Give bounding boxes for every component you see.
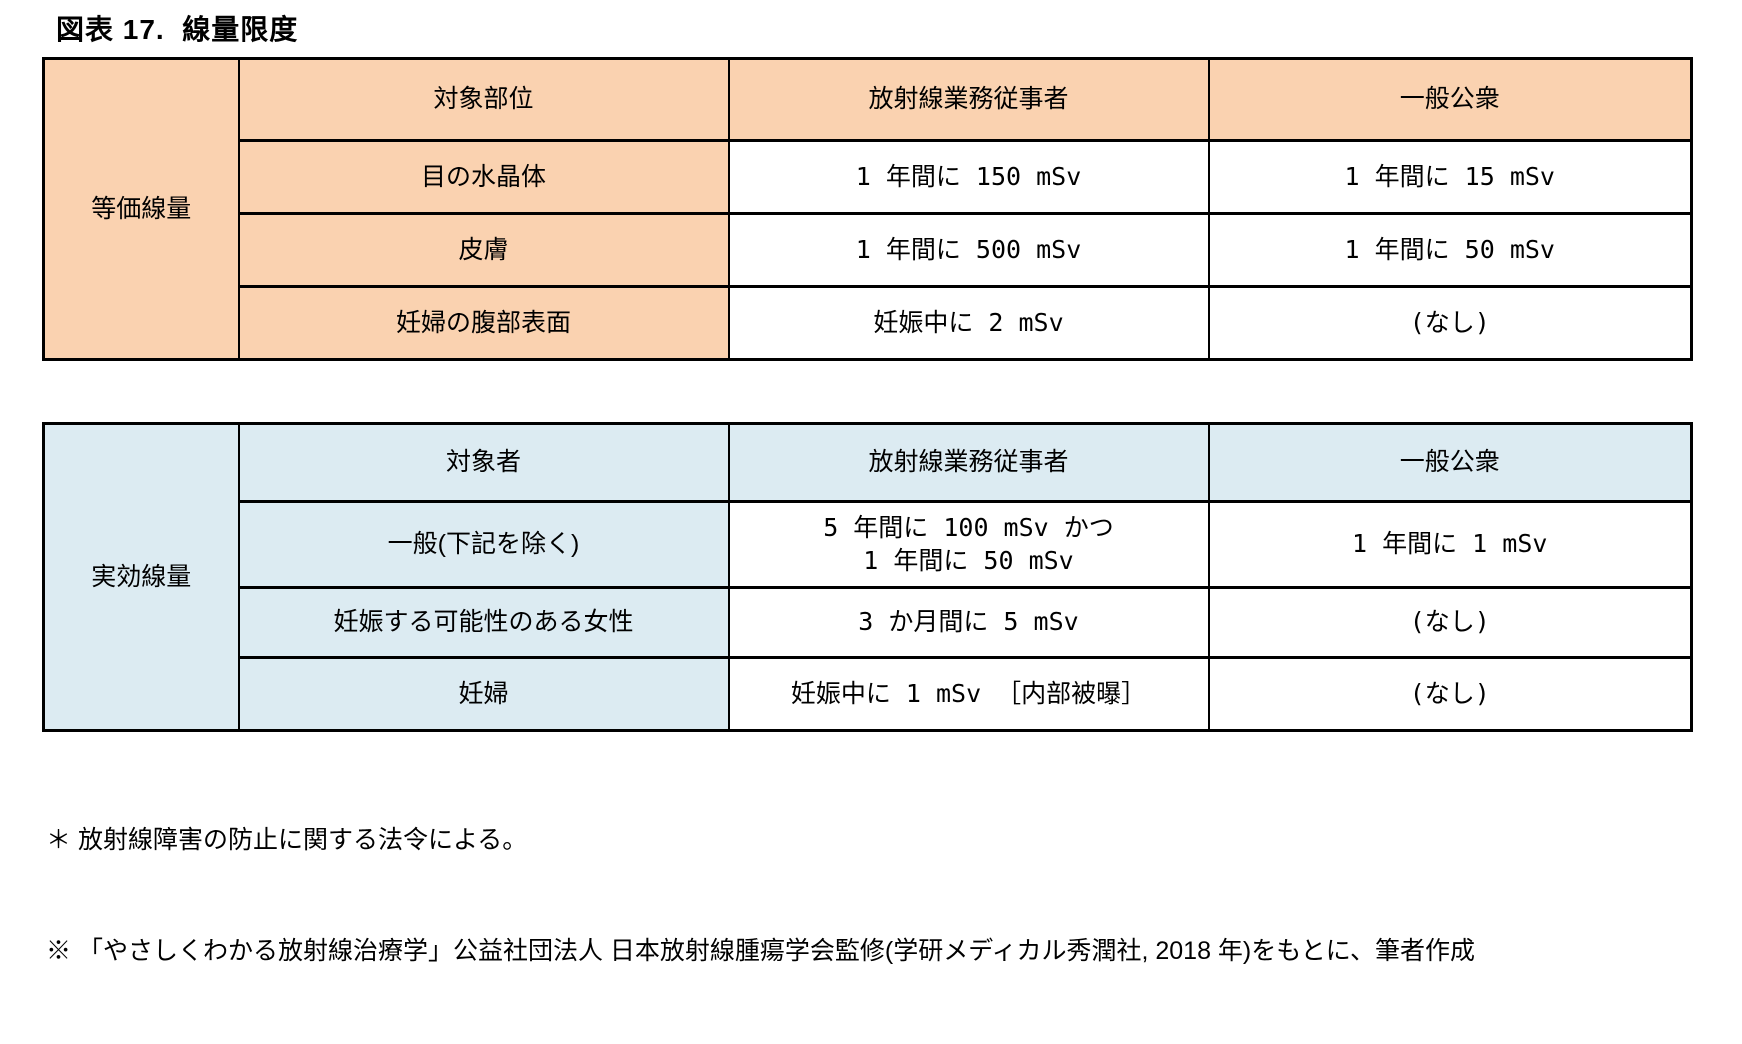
figure-title: 図表 17. 線量限度 (56, 14, 299, 45)
worker-value-cell: 1 年間に 500 mSv (727, 212, 1210, 288)
public-value-cell: 1 年間に 15 mSv (1207, 139, 1693, 215)
public-value-cell: (なし) (1207, 285, 1693, 361)
worker-value-cell: 妊娠中に 2 mSv (727, 285, 1210, 361)
row-label-cell: 皮膚 (237, 212, 730, 288)
document-page: 図表 17. 線量限度 等価線量 対象部位 放射線業務従事者 一般公衆 目の水晶… (42, 14, 1693, 965)
table-row-general: 一般(下記を除く) 5 年間に 100 mSv かつ 1 年間に 50 mSv … (44, 500, 1693, 589)
table-row-women-of-childbearing: 妊娠する可能性のある女性 3 か月間に 5 mSv (なし) (44, 586, 1693, 659)
footnote-source: ※ 「やさしくわかる放射線治療学」公益社団法人 日本放射線腫瘍学会監修(学研メデ… (46, 937, 1475, 965)
effective-dose-header-row: 実効線量 対象者 放射線業務従事者 一般公衆 (42, 422, 1693, 732)
column-header-general-public: 一般公衆 (1207, 57, 1693, 142)
footnote-law: ＊ 放射線障害の防止に関する法令による。 (46, 826, 528, 854)
footnotes: ＊ 放射線障害の防止に関する法令による。 ※ 「やさしくわかる放射線治療学」公益… (46, 748, 1475, 1044)
row-label-cell: 一般(下記を除く) (237, 500, 730, 589)
column-header-radiation-worker: 放射線業務従事者 (727, 57, 1210, 142)
worker-value-cell: 3 か月間に 5 mSv (727, 586, 1210, 659)
table-row-pregnant-women: 妊婦 妊娠中に 1 mSv ［内部被曝］ (なし) (44, 656, 1693, 732)
effective-dose-group-label: 実効線量 (91, 562, 192, 591)
worker-value-cell: 1 年間に 150 mSv (727, 139, 1210, 215)
column-header-target-person: 対象者 (237, 422, 730, 503)
public-value-cell: 1 年間に 1 mSv (1207, 500, 1693, 589)
public-value-cell: (なし) (1207, 586, 1693, 659)
row-label-cell: 妊婦の腹部表面 (237, 285, 730, 361)
row-label-cell: 妊婦 (237, 656, 730, 732)
equivalent-dose-group-label: 等価線量 (91, 194, 192, 223)
equivalent-dose-group-cell: 等価線量 (42, 57, 240, 361)
row-label-cell: 妊娠する可能性のある女性 (237, 586, 730, 659)
equivalent-dose-header-row: 等価線量 対象部位 放射線業務従事者 一般公衆 (42, 57, 1693, 361)
row-label-cell: 目の水晶体 (237, 139, 730, 215)
worker-value-cell: 5 年間に 100 mSv かつ 1 年間に 50 mSv (727, 500, 1210, 589)
effective-dose-table: 実効線量 対象者 放射線業務従事者 一般公衆 一般(下記を除く) 5 年間に 1… (42, 422, 1693, 732)
public-value-cell: (なし) (1207, 656, 1693, 732)
public-value-cell: 1 年間に 50 mSv (1207, 212, 1693, 288)
effective-dose-group-cell: 実効線量 (42, 422, 240, 732)
equivalent-dose-table: 等価線量 対象部位 放射線業務従事者 一般公衆 目の水晶体 1 年間に 150 … (42, 57, 1693, 361)
worker-value-cell: 妊娠中に 1 mSv ［内部被曝］ (727, 656, 1210, 732)
table-row-pregnant-abdomen: 妊婦の腹部表面 妊娠中に 2 mSv (なし) (44, 285, 1693, 361)
table-row-eye-lens: 目の水晶体 1 年間に 150 mSv 1 年間に 15 mSv (44, 139, 1693, 215)
column-header-general-public: 一般公衆 (1207, 422, 1693, 503)
column-header-target-part: 対象部位 (237, 57, 730, 142)
table-row-skin: 皮膚 1 年間に 500 mSv 1 年間に 50 mSv (44, 212, 1693, 288)
column-header-radiation-worker: 放射線業務従事者 (727, 422, 1210, 503)
